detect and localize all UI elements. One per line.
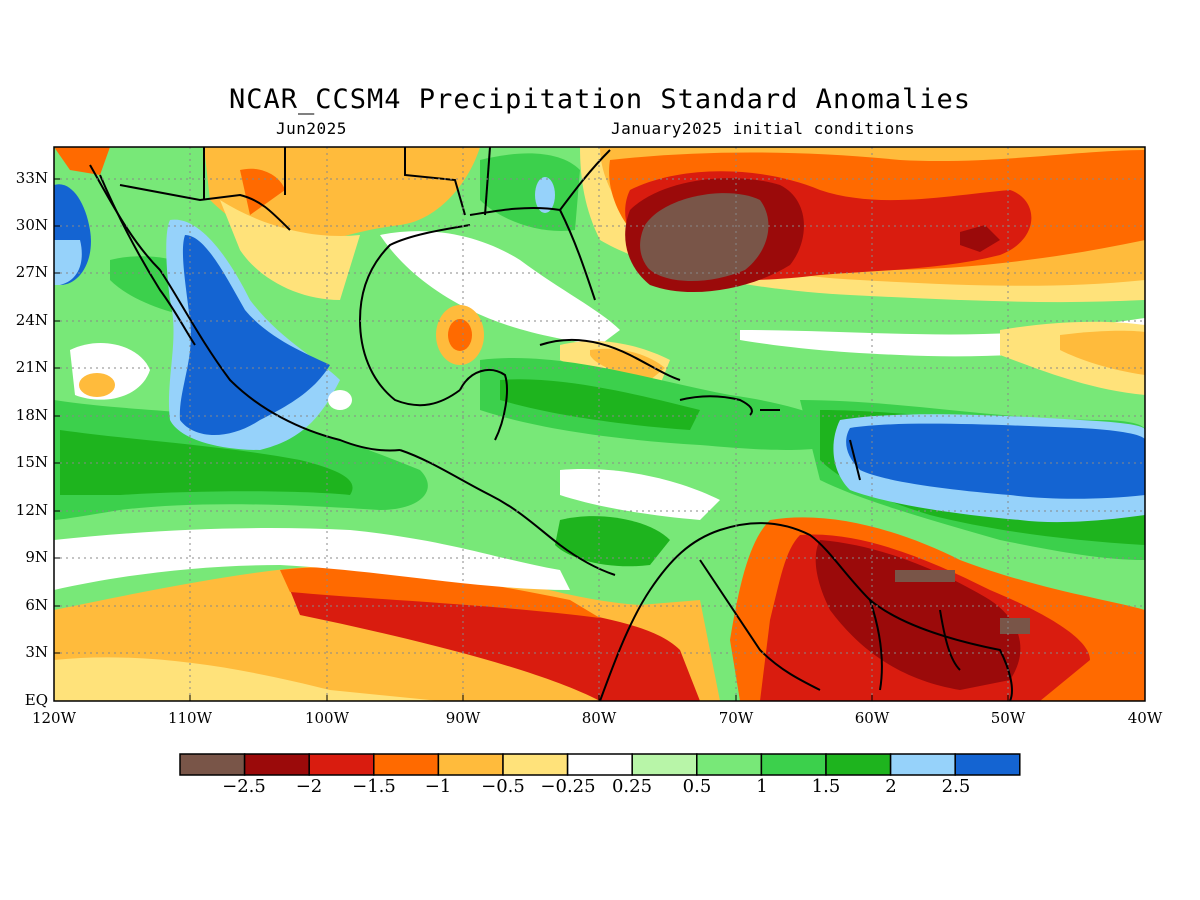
colorbar-label: 2	[885, 776, 897, 797]
lon-label-90w: 90W	[445, 709, 481, 727]
colorbar-swatch	[696, 753, 763, 776]
east-atlantic-orange	[1060, 330, 1145, 375]
atlantic-blue	[846, 423, 1145, 499]
colorbar	[179, 753, 1021, 776]
map-title: NCAR_CCSM4 Precipitation Standard Anomal…	[229, 84, 971, 115]
yucatan	[459, 369, 508, 441]
lon-label-120w: 120W	[31, 709, 77, 727]
southern-red-band	[290, 584, 700, 701]
us-south-orange-2	[240, 168, 285, 215]
guianas-brown-1	[895, 570, 955, 582]
us-mexico-border	[119, 184, 291, 231]
colorbar-swatch	[760, 753, 827, 776]
white-band-caribbean	[560, 469, 720, 520]
central-america	[399, 449, 616, 576]
lat-label-15n: 15N	[15, 453, 48, 471]
colorbar-swatch	[631, 753, 698, 776]
colorbar-label: −0.25	[540, 776, 596, 797]
colorbar-swatch	[243, 753, 310, 776]
us-south-yellow	[220, 200, 360, 300]
lon-label-60w: 60W	[854, 709, 890, 727]
guyana-border	[869, 599, 883, 691]
mexico-white-spot	[328, 390, 352, 410]
gridlines	[54, 147, 1145, 701]
equatorial-yellow	[54, 657, 440, 701]
colorbar-label: 1	[756, 776, 768, 797]
south-america-north	[599, 522, 1013, 701]
colorbar-swatch	[954, 753, 1021, 776]
lon-label-80w: 80W	[581, 709, 617, 727]
mexico-pacific-blue	[179, 235, 330, 435]
colorbar-swatch	[825, 753, 892, 776]
white-band-gulf	[380, 231, 620, 345]
lat-label-9n: 9N	[25, 548, 48, 566]
venezuela-interior	[699, 559, 821, 691]
lat-label-3n: 3N	[25, 643, 48, 661]
colorbar-swatch	[566, 753, 633, 776]
mexico-pacific-coast	[89, 164, 401, 452]
us-states-3	[404, 147, 466, 216]
colorbar-label: −1	[424, 776, 452, 797]
lat-label-33n: 33N	[15, 169, 48, 187]
colorbar-swatch	[437, 753, 504, 776]
colorbar-label: 1.5	[811, 776, 841, 797]
colorbar-label: −2.5	[222, 776, 266, 797]
lon-label-110w: 110W	[167, 709, 213, 727]
lon-label-40w: 40W	[1127, 709, 1163, 727]
colorbar-swatch	[308, 753, 375, 776]
colorbar-label: 2.5	[941, 776, 971, 797]
caribbean-green-2	[500, 379, 700, 430]
lat-label-30n: 30N	[15, 216, 48, 234]
atlantic-darkred-east	[960, 225, 1000, 252]
lat-label-27n: 27N	[15, 263, 48, 281]
lon-label-70w: 70W	[718, 709, 754, 727]
gulf-orange-core	[448, 319, 472, 351]
pacific-green-2	[60, 430, 353, 495]
initial-conditions: January2025 initial conditions	[611, 119, 915, 138]
lon-label-100w: 100W	[304, 709, 350, 727]
lat-label-6n: 6N	[25, 596, 48, 614]
lesser-antilles	[849, 439, 861, 481]
hispaniola	[679, 395, 753, 416]
lat-label-18n: 18N	[15, 406, 48, 424]
southern-orange-edge	[280, 567, 600, 618]
colorbar-swatch	[889, 753, 956, 776]
lat-label-eq: EQ	[24, 691, 48, 709]
lon-label-50w: 50W	[990, 709, 1026, 727]
atlantic-brown	[640, 193, 769, 282]
west-pacific-lightblue	[54, 240, 82, 285]
colorbar-swatch	[179, 753, 246, 776]
us-south-orange	[204, 147, 480, 250]
gulf-coast	[358, 224, 471, 407]
colorbar-swatch	[373, 753, 440, 776]
coastlines	[89, 147, 1013, 701]
cuba-orange	[590, 348, 665, 380]
florida-lightblue	[535, 177, 555, 213]
us-states-4	[484, 147, 491, 216]
colorbar-label: −0.5	[481, 776, 525, 797]
colorbar-swatch	[502, 753, 569, 776]
panama-green	[555, 516, 670, 567]
valid-month: Jun2025	[276, 119, 347, 138]
pacific-orange-spot	[79, 373, 115, 397]
lat-label-24n: 24N	[15, 311, 48, 329]
guianas-darkred	[815, 540, 1021, 690]
colorbar-label: −1.5	[352, 776, 396, 797]
colorbar-label: 0.5	[682, 776, 712, 797]
colorbar-label: 0.25	[611, 776, 653, 797]
colorbar-label: −2	[295, 776, 323, 797]
tick-marks	[54, 178, 1009, 701]
florida-green	[480, 153, 580, 231]
baja-california	[99, 174, 196, 346]
nw-corner-orange	[54, 147, 110, 175]
lat-label-21n: 21N	[15, 358, 48, 376]
us-atlantic-coast	[559, 149, 611, 211]
lat-label-12n: 12N	[15, 501, 48, 519]
suriname-border	[939, 609, 961, 671]
cuba	[539, 338, 681, 381]
white-band-south	[54, 528, 570, 590]
guianas-brown-2	[1000, 618, 1030, 634]
